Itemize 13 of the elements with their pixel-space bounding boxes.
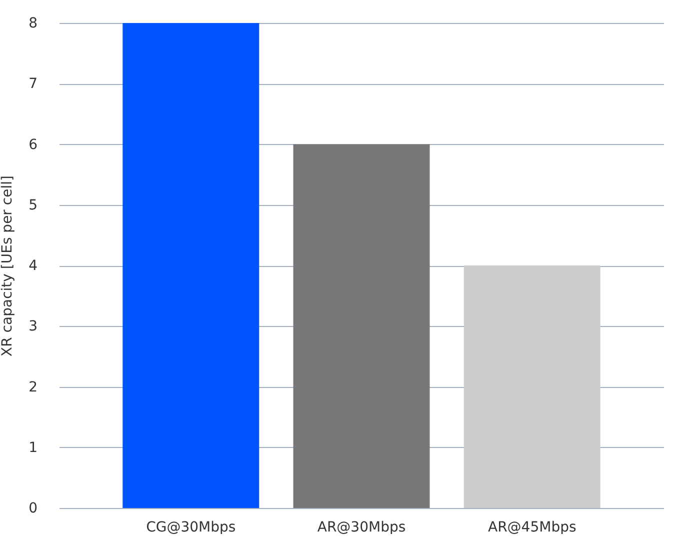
y-tick-label: 7 (28, 76, 38, 92)
y-tick-label: 5 (28, 197, 38, 214)
y-tick-label: 3 (28, 318, 38, 335)
y-tick-label: 2 (28, 379, 38, 396)
bar (293, 144, 430, 508)
bar (464, 266, 600, 508)
bar (122, 23, 260, 508)
y-tick-label: 1 (28, 440, 38, 456)
y-tick-label: 0 (28, 500, 38, 516)
y-tick-label: 8 (28, 16, 38, 32)
y-axis-title: XR capacity [UEs per cell] (0, 176, 16, 356)
y-tick-label: 6 (28, 136, 38, 153)
y-tick-label: 4 (28, 258, 38, 274)
